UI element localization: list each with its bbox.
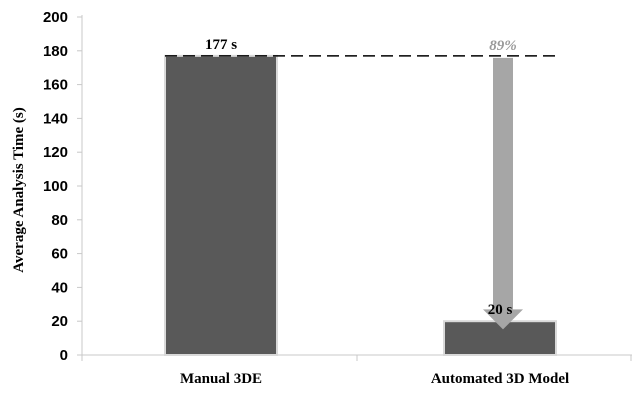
y-axis-title: Average Analysis Time (s): [11, 107, 27, 272]
bar-layer: [164, 54, 557, 357]
y-tick-label: 140: [43, 110, 68, 127]
down-arrow-icon: [483, 57, 523, 330]
y-tick-label: 200: [43, 9, 68, 26]
percent-reduction-label: 89%: [489, 38, 517, 54]
bar-manual-3de: [164, 54, 278, 357]
x-category-label: Automated 3D Model: [431, 371, 569, 387]
y-tick-label: 120: [43, 144, 68, 161]
y-tick-label: 160: [43, 77, 68, 94]
annotation-layer: [165, 55, 556, 330]
axis-layer: [77, 15, 632, 361]
y-tick-label: 40: [51, 279, 68, 296]
bar-value-label: 20 s: [488, 302, 513, 318]
y-tick-label: 180: [43, 43, 68, 60]
y-tick-label: 60: [51, 246, 68, 263]
y-tick-label: 100: [43, 178, 68, 195]
y-tick-label: 20: [51, 313, 68, 330]
label-layer: 0 20 40 60 80 100 120 140 160 180 200 89% 177 s 20 s M…: [11, 9, 569, 387]
bar-value-label: 177 s: [205, 37, 237, 53]
y-tick-label: 80: [51, 212, 68, 229]
y-tick-label: 0: [60, 347, 68, 364]
x-category-label: Manual 3DE: [180, 371, 262, 387]
